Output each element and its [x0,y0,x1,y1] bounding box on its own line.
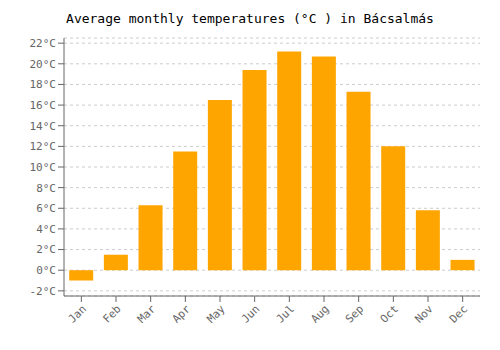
svg-text:10°C: 10°C [30,161,57,174]
svg-text:Aug: Aug [308,302,331,325]
svg-text:Feb: Feb [100,302,123,325]
svg-text:Jun: Jun [239,302,262,325]
svg-text:Sep: Sep [343,302,366,325]
svg-text:14°C: 14°C [30,120,57,133]
svg-text:16°C: 16°C [30,99,57,112]
svg-text:12°C: 12°C [30,140,57,153]
svg-text:Dec: Dec [447,302,470,325]
svg-text:Apr: Apr [170,302,194,326]
svg-text:May: May [204,302,228,326]
svg-text:Jan: Jan [66,302,89,325]
svg-text:2°C: 2°C [36,243,56,256]
svg-text:22°C: 22°C [30,37,57,50]
svg-text:Mar: Mar [135,302,159,326]
svg-text:-2°C: -2°C [30,285,57,298]
svg-text:Nov: Nov [412,302,436,326]
svg-text:4°C: 4°C [36,223,56,236]
html-text:Average monthly temperatures (: Average monthly temperatures (°C ) in Bá… [66,11,434,26]
svg-text:8°C: 8°C [36,182,56,195]
svg-text:Jul: Jul [274,302,297,325]
svg-text:Oct: Oct [378,302,401,325]
svg-text:0°C: 0°C [36,264,56,277]
svg-text:20°C: 20°C [30,58,57,71]
svg-text:18°C: 18°C [30,78,57,91]
svg-text:6°C: 6°C [36,202,56,215]
